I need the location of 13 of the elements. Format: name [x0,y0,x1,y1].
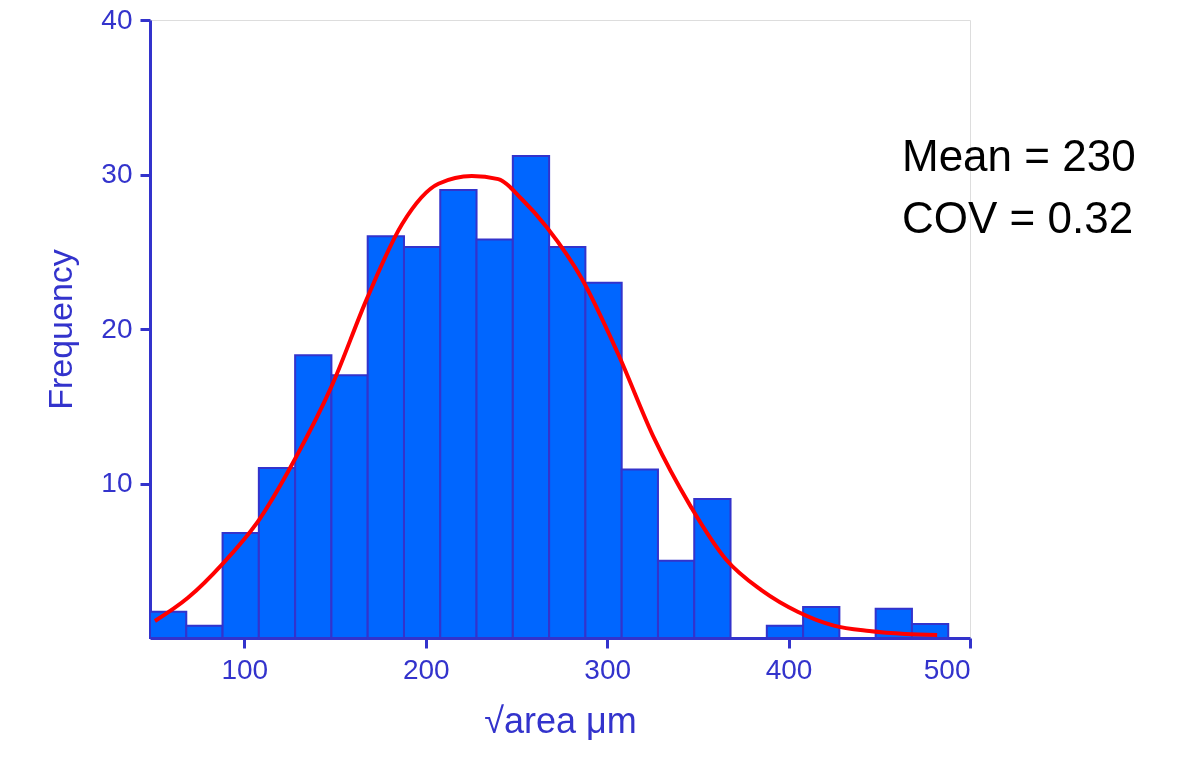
x-tick-label: 200 [402,653,450,685]
y-tick-label: 30 [101,158,133,189]
annotation: Mean = 230 [902,131,1136,180]
x-tick-label: 300 [584,653,632,685]
annotation: COV = 0.32 [902,193,1134,242]
x-tick-label: 100 [221,653,269,685]
y-tick-label: 20 [101,312,133,344]
x-tick-label: 400 [765,653,813,685]
y-tick-label: 40 [101,3,133,35]
x-tick-label: 500 [923,653,971,685]
y-tick-label: 10 [101,467,133,498]
y-axis-title: Frequency [41,249,80,410]
x-axis-title: √area μm [484,699,637,741]
